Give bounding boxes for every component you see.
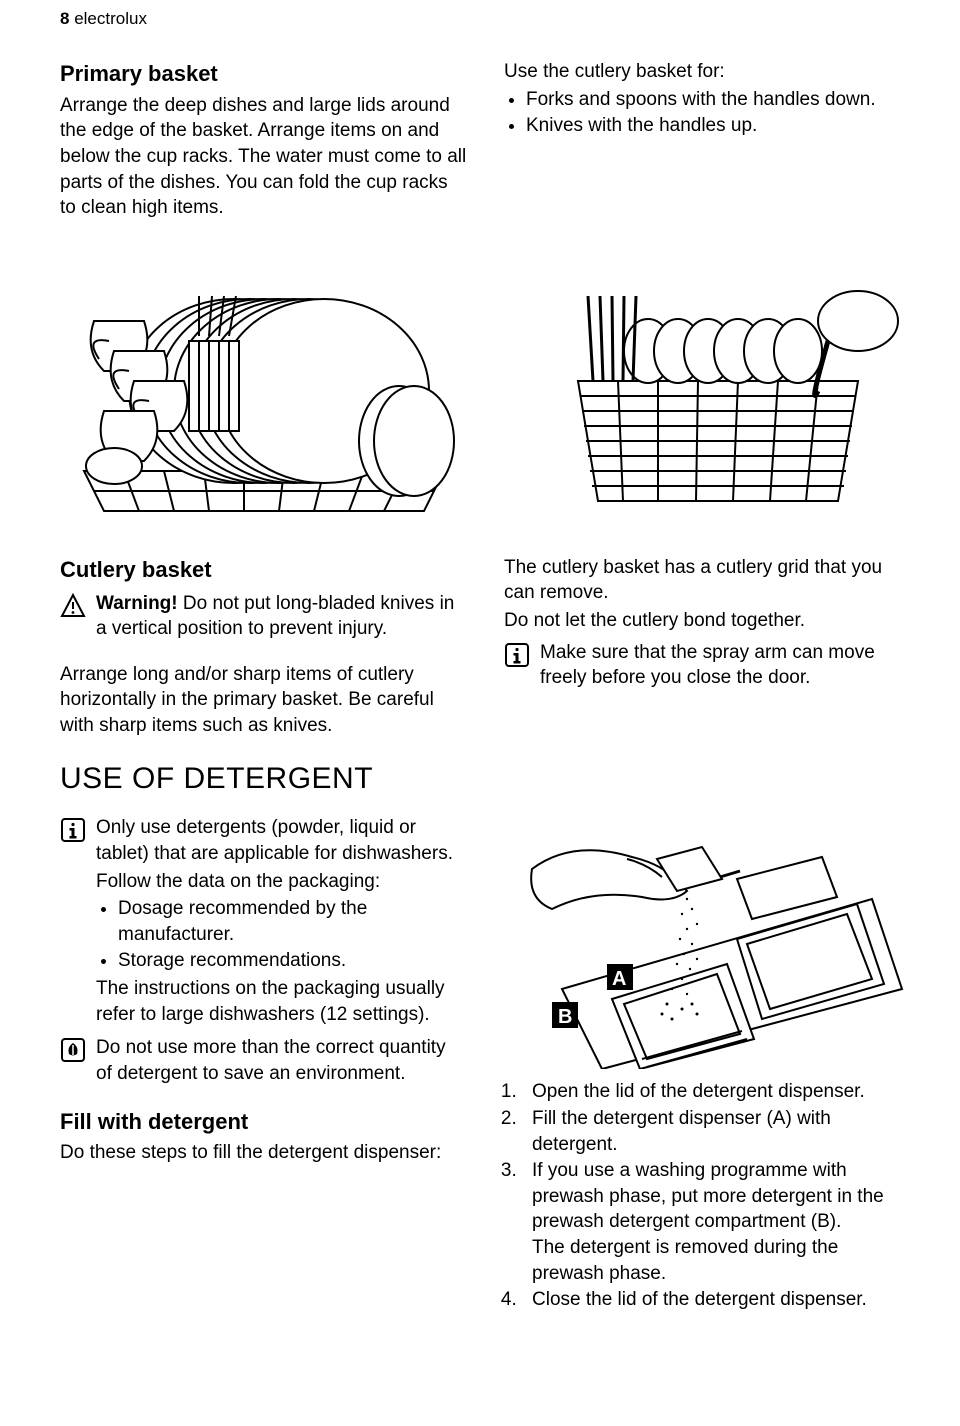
page-number-brand: 8 electrolux xyxy=(60,9,147,28)
illustration-row xyxy=(60,241,912,531)
det-bullet-2: Storage recommendations. xyxy=(118,948,456,974)
det-info-2: Follow the data on the packaging: xyxy=(96,869,456,895)
left-col-det: Only use detergents (powder, liquid or t… xyxy=(60,809,456,1314)
top-columns: Primary basket Arrange the deep dishes a… xyxy=(60,59,912,223)
info-icon xyxy=(60,817,86,843)
cutlery-use-item-1: Forks and spoons with the handles down. xyxy=(526,87,912,113)
page: 8 electrolux Primary basket Arrange the … xyxy=(0,0,960,1354)
warning-icon xyxy=(60,593,86,619)
grid-text-2: Do not let the cutlery bond together. xyxy=(504,608,912,634)
primary-basket-text: Arrange the deep dishes and large lids a… xyxy=(60,93,468,221)
page-header: 8 electrolux xyxy=(60,0,912,31)
eco-callout: Do not use more than the correct quantit… xyxy=(60,1035,456,1086)
warning-label: Warning! xyxy=(96,593,178,614)
arrange-text: Arrange long and/or sharp items of cutle… xyxy=(60,662,468,739)
label-a: A xyxy=(612,968,626,990)
cutlery-basket-illustration xyxy=(504,241,912,531)
right-col-top: Use the cutlery basket for: Forks and sp… xyxy=(504,59,912,223)
info-body: Make sure that the spray arm can move fr… xyxy=(540,640,912,691)
step-4: Close the lid of the detergent dispenser… xyxy=(522,1287,912,1313)
cutlery-basket-svg xyxy=(508,241,908,531)
info-text: Make sure that the spray arm can move fr… xyxy=(540,642,875,689)
det-info-callout: Only use detergents (powder, liquid or t… xyxy=(60,815,456,1029)
eco-body: Do not use more than the correct quantit… xyxy=(96,1035,456,1086)
warning-body: Warning! Do not put long-bladed knives i… xyxy=(96,591,468,642)
dish-basket-illustration xyxy=(60,241,468,531)
dispenser-illustration: A B xyxy=(492,809,912,1069)
det-info-3: The instructions on the packaging usuall… xyxy=(96,976,456,1027)
label-b: B xyxy=(558,1006,572,1028)
eco-icon xyxy=(60,1037,86,1063)
step-1: Open the lid of the detergent dispenser. xyxy=(522,1079,912,1105)
left-col-mid: Cutlery basket Warning! Do not put long-… xyxy=(60,555,468,741)
detergent-title: USE OF DETERGENT xyxy=(60,759,912,800)
cutlery-use-item-2: Knives with the handles up. xyxy=(526,113,912,139)
fill-intro: Do these steps to fill the detergent dis… xyxy=(60,1140,456,1166)
det-info-1: Only use detergents (powder, liquid or t… xyxy=(96,815,456,866)
eco-text: Do not use more than the correct quantit… xyxy=(96,1037,446,1084)
dispenser-svg: A B xyxy=(492,809,912,1069)
mid-columns: Cutlery basket Warning! Do not put long-… xyxy=(60,555,912,741)
left-col-top: Primary basket Arrange the deep dishes a… xyxy=(60,59,468,223)
dish-basket-svg xyxy=(64,241,464,531)
cutlery-use-list: Forks and spoons with the handles down. … xyxy=(504,87,912,139)
step-2: Fill the detergent dispenser (A) with de… xyxy=(522,1106,912,1157)
warning-callout: Warning! Do not put long-bladed knives i… xyxy=(60,591,468,642)
right-col-det: A B Open the lid of the detergent dispen… xyxy=(492,809,912,1314)
info-callout: Make sure that the spray arm can move fr… xyxy=(504,640,912,691)
right-col-mid: The cutlery basket has a cutlery grid th… xyxy=(504,555,912,741)
grid-text-1: The cutlery basket has a cutlery grid th… xyxy=(504,555,912,606)
det-bullets: Dosage recommended by the manufacturer. … xyxy=(96,896,456,974)
step-3: If you use a washing programme with prew… xyxy=(522,1158,912,1286)
detergent-columns: Only use detergents (powder, liquid or t… xyxy=(60,809,912,1314)
fill-steps: Open the lid of the detergent dispenser.… xyxy=(492,1079,912,1313)
step-3b-text: The detergent is removed during the prew… xyxy=(532,1237,838,1284)
info-icon xyxy=(504,642,530,668)
use-cutlery-for: Use the cutlery basket for: xyxy=(504,59,912,85)
fill-title: Fill with detergent xyxy=(60,1107,456,1137)
det-info-body: Only use detergents (powder, liquid or t… xyxy=(96,815,456,1029)
step-3-text: If you use a washing programme with prew… xyxy=(532,1160,884,1232)
cutlery-basket-title: Cutlery basket xyxy=(60,555,468,585)
det-bullet-1: Dosage recommended by the manufacturer. xyxy=(118,896,456,947)
primary-basket-title: Primary basket xyxy=(60,59,468,89)
